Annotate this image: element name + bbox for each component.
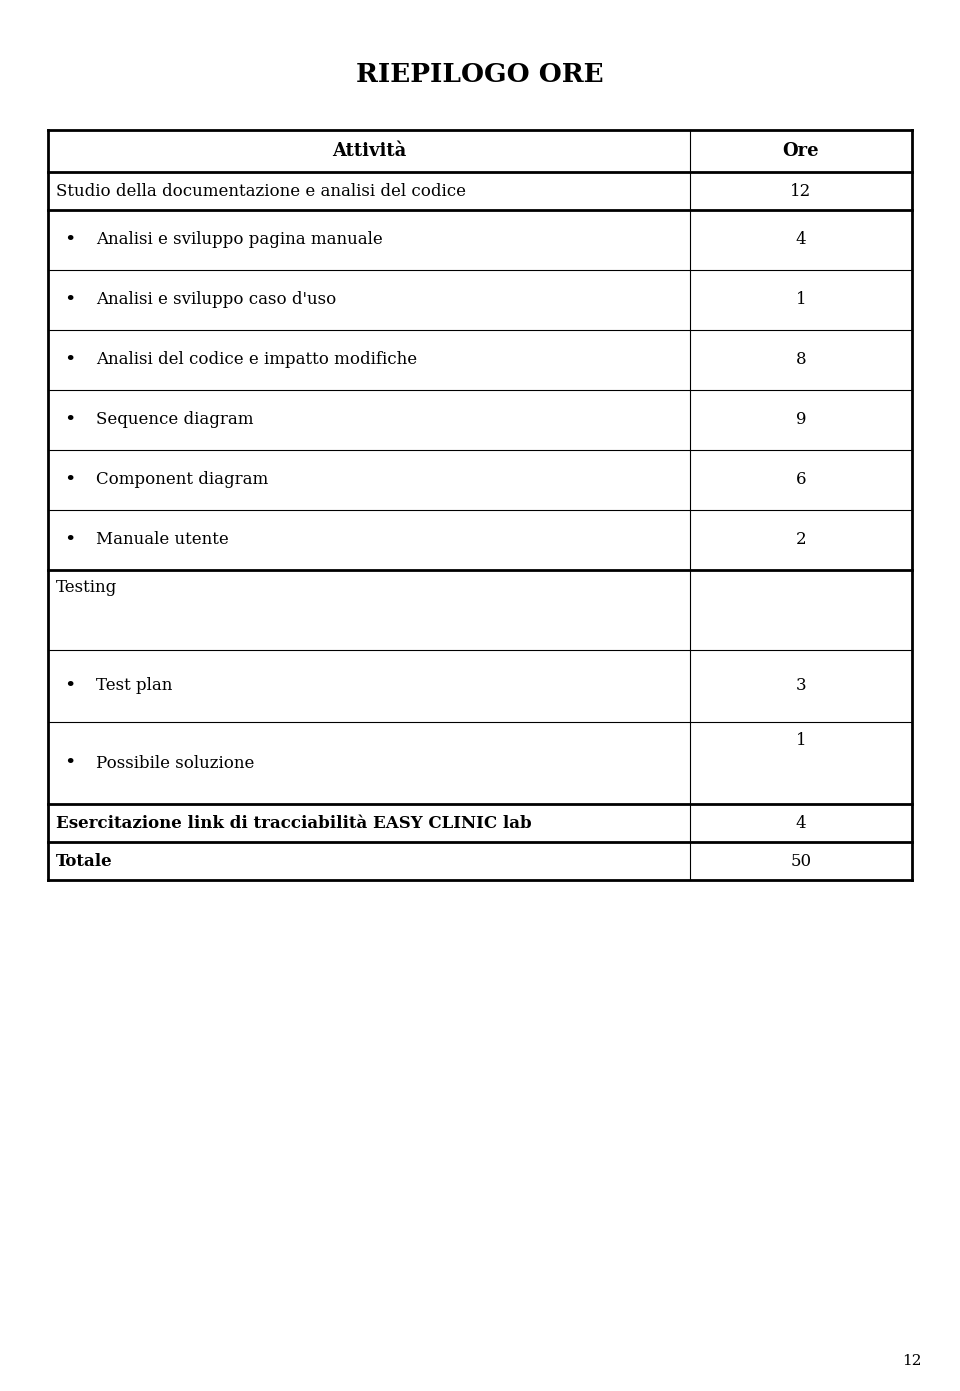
Text: Testing: Testing: [56, 579, 117, 597]
Text: Manuale utente: Manuale utente: [96, 531, 228, 548]
Text: Test plan: Test plan: [96, 677, 173, 694]
Text: 1: 1: [796, 292, 806, 309]
Text: •: •: [64, 231, 76, 249]
Text: 1: 1: [796, 732, 806, 748]
Text: Studio della documentazione e analisi del codice: Studio della documentazione e analisi de…: [56, 182, 466, 199]
Text: 3: 3: [796, 677, 806, 694]
Text: 4: 4: [796, 815, 806, 832]
Text: RIEPILOGO ORE: RIEPILOGO ORE: [356, 63, 604, 88]
Text: 2: 2: [796, 531, 806, 548]
Text: Possibile soluzione: Possibile soluzione: [96, 754, 254, 772]
Text: Esercitazione link di tracciabilità EASY CLINIC lab: Esercitazione link di tracciabilità EASY…: [56, 815, 532, 832]
Text: •: •: [64, 351, 76, 369]
Text: 50: 50: [790, 853, 811, 869]
Text: 9: 9: [796, 412, 806, 428]
Text: 12: 12: [902, 1353, 922, 1367]
Text: Component diagram: Component diagram: [96, 472, 268, 488]
Text: 6: 6: [796, 472, 806, 488]
Text: •: •: [64, 410, 76, 428]
Text: Analisi e sviluppo pagina manuale: Analisi e sviluppo pagina manuale: [96, 231, 383, 249]
Text: Ore: Ore: [782, 142, 819, 160]
Text: •: •: [64, 291, 76, 309]
Text: Sequence diagram: Sequence diagram: [96, 412, 253, 428]
Text: •: •: [64, 677, 76, 696]
Text: •: •: [64, 472, 76, 490]
Text: Analisi e sviluppo caso d'uso: Analisi e sviluppo caso d'uso: [96, 292, 336, 309]
Text: 8: 8: [796, 352, 806, 369]
Text: Attività: Attività: [332, 142, 406, 160]
Text: Analisi del codice e impatto modifiche: Analisi del codice e impatto modifiche: [96, 352, 418, 369]
Text: 12: 12: [790, 182, 811, 199]
Text: •: •: [64, 754, 76, 772]
Text: •: •: [64, 531, 76, 549]
Text: Totale: Totale: [56, 853, 112, 869]
Text: 4: 4: [796, 231, 806, 249]
